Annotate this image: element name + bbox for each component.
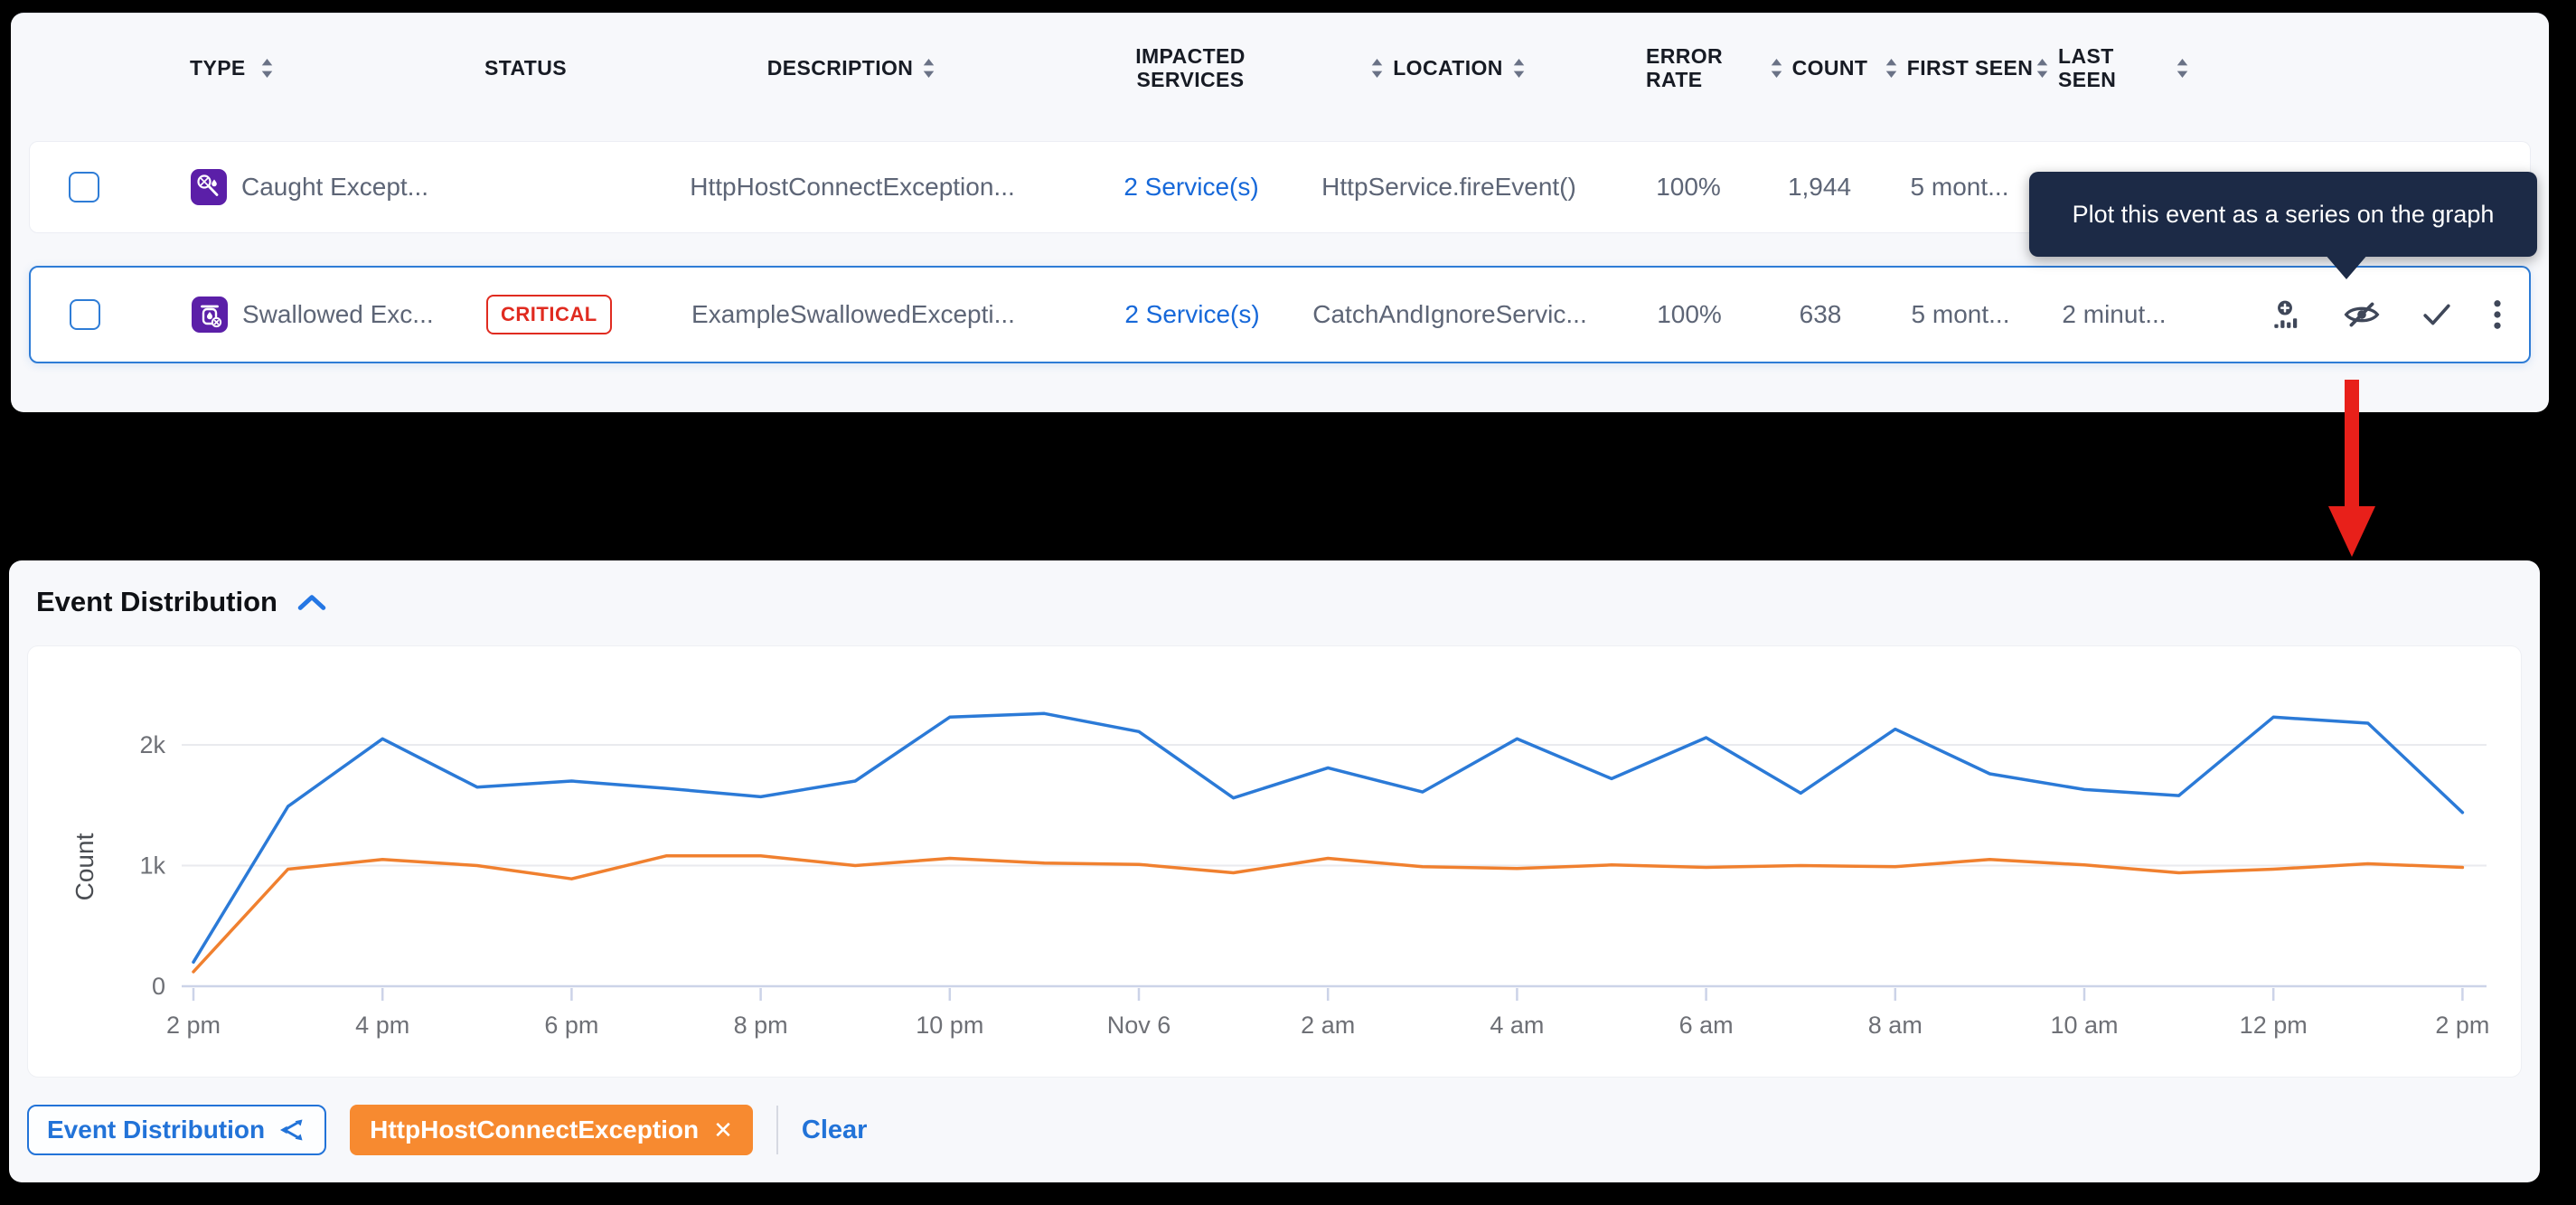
divider: [776, 1106, 778, 1154]
x-tick-label: 2 am: [1301, 1012, 1355, 1039]
y-tick-label: 0: [152, 973, 165, 1000]
red-arrow-head: [2328, 506, 2375, 557]
x-tick-label: 4 am: [1490, 1012, 1544, 1039]
column-header-status: STATUS: [436, 56, 598, 80]
http-host-connect-exception-chip[interactable]: HttpHostConnectException ✕: [350, 1105, 753, 1155]
tooltip-pointer: [2325, 254, 2368, 279]
column-label: IMPACTED SERVICES: [1135, 43, 1246, 91]
column-label: FIRST SEEN: [1906, 55, 2034, 80]
location-cell: CatchAndIgnoreServic...: [1312, 300, 1587, 328]
kebab-menu-icon[interactable]: [2493, 299, 2502, 330]
chart-title: Event Distribution: [36, 586, 277, 617]
x-tick-label: 2 pm: [166, 1012, 221, 1039]
event-distribution-series-button[interactable]: Event Distribution: [27, 1105, 327, 1155]
branch-arrows-icon: [280, 1119, 303, 1141]
column-label: LOCATION: [1393, 55, 1503, 80]
hide-event-icon[interactable]: [2343, 300, 2381, 329]
sort-icon[interactable]: [2176, 58, 2189, 79]
event-distribution-card: Event Distribution 2 pm 4 pm 6 pm 8 pm 10 pm…: [9, 560, 2540, 1182]
x-tick-label: 6 pm: [544, 1012, 598, 1039]
sort-icon[interactable]: [1370, 58, 1384, 79]
column-label: DESCRIPTION: [766, 55, 914, 80]
column-header-error-rate[interactable]: ERROR RATE: [1620, 44, 1755, 92]
x-tick-label: 4 pm: [355, 1012, 409, 1039]
column-header-impacted-services[interactable]: IMPACTED SERVICES: [1105, 44, 1276, 92]
count-cell: 638: [1799, 300, 1842, 328]
x-tick-label: 8 am: [1868, 1012, 1923, 1039]
first-seen-cell: 5 mont...: [1911, 300, 2010, 328]
chart-plot-panel: 2 pm 4 pm 6 pm 8 pm 10 pm Nov 6 2 am 4 am 6 am 8 …: [27, 645, 2522, 1078]
column-header-description[interactable]: DESCRIPTION: [598, 56, 1105, 80]
error-rate-cell: 100%: [1657, 300, 1722, 328]
filter-chip-label: HttpHostConnectException: [370, 1116, 700, 1144]
column-label: STATUS: [484, 55, 567, 80]
description-cell: ExampleSwallowedExcepti...: [691, 300, 1015, 328]
count-cell: 1,944: [1787, 173, 1852, 201]
column-header-first-seen[interactable]: FIRST SEEN: [1882, 56, 2035, 80]
x-tick-label: 2 pm: [2435, 1012, 2489, 1039]
first-seen-cell: 5 mont...: [1910, 173, 2009, 201]
sort-icon[interactable]: [260, 58, 274, 79]
x-tick-label: Nov 6: [1107, 1012, 1171, 1039]
x-tick-label: 10 pm: [916, 1012, 983, 1039]
resolve-check-icon[interactable]: [2422, 301, 2451, 328]
sort-icon[interactable]: [1770, 58, 1783, 79]
remove-filter-icon[interactable]: ✕: [713, 1116, 733, 1144]
column-label: ERROR RATE: [1646, 43, 1724, 91]
column-header-location[interactable]: LOCATION: [1276, 56, 1620, 80]
plot-on-graph-icon[interactable]: [2269, 299, 2301, 330]
y-tick-label: 1k: [139, 852, 165, 880]
column-header-last-seen[interactable]: LAST SEEN: [2035, 44, 2189, 92]
sort-icon[interactable]: [922, 58, 935, 79]
caught-exception-icon: [191, 169, 227, 205]
x-tick-label: 12 pm: [2240, 1012, 2308, 1039]
event-distribution-chart: 2 pm 4 pm 6 pm 8 pm 10 pm Nov 6 2 am 4 am 6 am 8 …: [71, 711, 2489, 1039]
series-line-httphostconnectexception: [192, 854, 2465, 974]
collapse-chevron-up-icon[interactable]: [297, 592, 326, 612]
sort-icon[interactable]: [1512, 58, 1526, 79]
swallowed-exception-icon: [192, 297, 228, 333]
y-tick-label: 2k: [139, 731, 165, 758]
critical-status-badge: CRITICAL: [486, 295, 612, 334]
event-type-label: Swallowed Exc...: [242, 300, 434, 328]
chart-legend-row: Event Distribution HttpHostConnectExcept…: [27, 1103, 867, 1157]
red-arrow-annotation: [2345, 380, 2359, 508]
series-line-event-distribution: [192, 711, 2465, 965]
impacted-services-link[interactable]: 2 Service(s): [1123, 173, 1259, 201]
row-checkbox[interactable]: [70, 299, 100, 330]
column-header-count[interactable]: COUNT: [1755, 56, 1882, 80]
row-checkbox[interactable]: [69, 172, 99, 202]
last-seen-cell: 2 minut...: [2062, 300, 2167, 328]
table-row-selected[interactable]: Swallowed Exc... CRITICAL ExampleSwallow…: [29, 266, 2531, 363]
x-tick-label: 8 pm: [734, 1012, 788, 1039]
column-label: TYPE: [190, 55, 246, 80]
x-tick-label: 6 am: [1679, 1012, 1734, 1039]
event-type-label: Caught Except...: [241, 173, 429, 201]
x-tick-label: 10 am: [2050, 1012, 2118, 1039]
column-label: COUNT: [1791, 55, 1868, 80]
sort-icon[interactable]: [2035, 58, 2049, 79]
error-rate-cell: 100%: [1656, 173, 1721, 201]
column-header-type[interactable]: TYPE: [137, 56, 436, 80]
clear-series-link[interactable]: Clear: [801, 1115, 868, 1144]
tooltip-text: Plot this event as a series on the graph: [2072, 200, 2495, 228]
series-button-label: Event Distribution: [47, 1116, 266, 1144]
plot-event-tooltip: Plot this event as a series on the graph: [2029, 172, 2537, 257]
location-cell: HttpService.fireEvent(): [1321, 173, 1576, 201]
column-label: LAST SEEN: [2058, 43, 2117, 91]
table-header-row: TYPE STATUS DESCRIPTION IMPACTED SERVICE…: [11, 14, 2549, 109]
impacted-services-link[interactable]: 2 Service(s): [1124, 300, 1260, 328]
y-axis-title: Count: [71, 833, 99, 900]
sort-icon[interactable]: [1885, 58, 1898, 79]
description-cell: HttpHostConnectException...: [690, 173, 1015, 201]
